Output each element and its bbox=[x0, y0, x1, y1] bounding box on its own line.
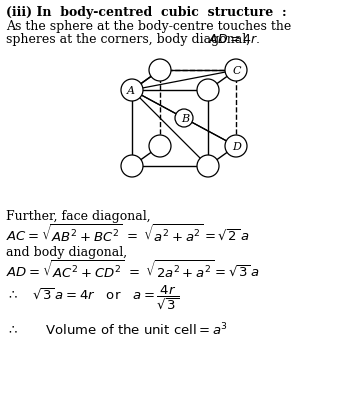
Text: spheres at the corners, body diagonal,: spheres at the corners, body diagonal, bbox=[6, 33, 254, 46]
Text: $\therefore \quad \sqrt{3}\,a = 4r \quad \mathrm{or} \quad a = \dfrac{4r}{\sqrt{: $\therefore \quad \sqrt{3}\,a = 4r \quad… bbox=[6, 284, 179, 312]
Circle shape bbox=[149, 59, 171, 81]
Circle shape bbox=[225, 59, 247, 81]
Circle shape bbox=[225, 135, 247, 157]
Circle shape bbox=[175, 109, 193, 127]
Text: $\therefore \qquad \mathrm{Volume\ of\ the\ unit\ cell} = a^3$: $\therefore \qquad \mathrm{Volume\ of\ t… bbox=[6, 322, 228, 339]
Circle shape bbox=[197, 155, 219, 177]
Text: B: B bbox=[181, 114, 189, 124]
Text: $AD = 4r.$: $AD = 4r.$ bbox=[208, 33, 260, 46]
Text: Further, face diagonal,: Further, face diagonal, bbox=[6, 210, 151, 223]
Text: C: C bbox=[233, 66, 241, 76]
Text: $AC = \sqrt{AB^2 + BC^2} \;=\; \sqrt{a^2 + a^2} = \sqrt{2}\,a$: $AC = \sqrt{AB^2 + BC^2} \;=\; \sqrt{a^2… bbox=[6, 224, 250, 244]
Circle shape bbox=[197, 79, 219, 101]
Circle shape bbox=[149, 135, 171, 157]
Text: and body diagonal,: and body diagonal, bbox=[6, 246, 127, 259]
Text: $AD = \sqrt{AC^2 + CD^2} \;=\; \sqrt{2a^2 + a^2} = \sqrt{3}\,a$: $AD = \sqrt{AC^2 + CD^2} \;=\; \sqrt{2a^… bbox=[6, 260, 260, 280]
Circle shape bbox=[121, 155, 143, 177]
Text: A: A bbox=[127, 86, 135, 96]
Circle shape bbox=[121, 79, 143, 101]
Text: (iii) In  body-centred  cubic  structure  :: (iii) In body-centred cubic structure : bbox=[6, 6, 287, 19]
Text: D: D bbox=[233, 142, 241, 152]
Text: As the sphere at the body-centre touches the: As the sphere at the body-centre touches… bbox=[6, 20, 291, 33]
